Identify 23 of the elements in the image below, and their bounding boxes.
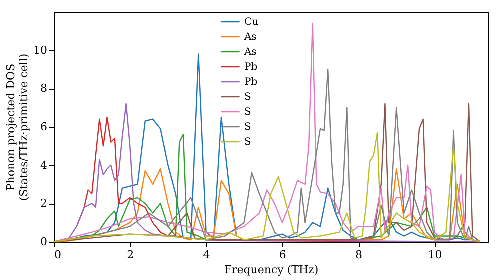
legend-label: Pb [244,77,258,88]
x-tick-label: 4 [203,248,210,262]
y-tick-label: 8 [40,82,48,96]
x-axis-title: Frequency (THz) [224,264,319,276]
x-tick-label: 2 [127,248,134,262]
x-tick-label: 0 [54,248,62,262]
legend-label: S [244,107,252,118]
legend-label: S [244,92,252,103]
x-tick-label: 10 [428,248,442,262]
x-tick-label: 6 [279,248,286,262]
y-tick-label: 0 [40,236,48,248]
legend-label: S [244,137,252,148]
y-tick-label: 4 [40,158,48,172]
y-tick-label: 10 [34,44,48,57]
legend-label: Cu [244,17,260,28]
y-axis-title: Phonon projected DOS (States/THz·primitive cell) [4,54,31,202]
y-tick-label: 6 [40,120,48,134]
legend-label: S [244,122,252,133]
y-tick-label: 2 [40,197,48,210]
x-tick-label: 8 [356,248,363,262]
legend-label: As [243,47,257,58]
legend-label: As [243,32,257,43]
legend-label: Pb [244,62,258,73]
